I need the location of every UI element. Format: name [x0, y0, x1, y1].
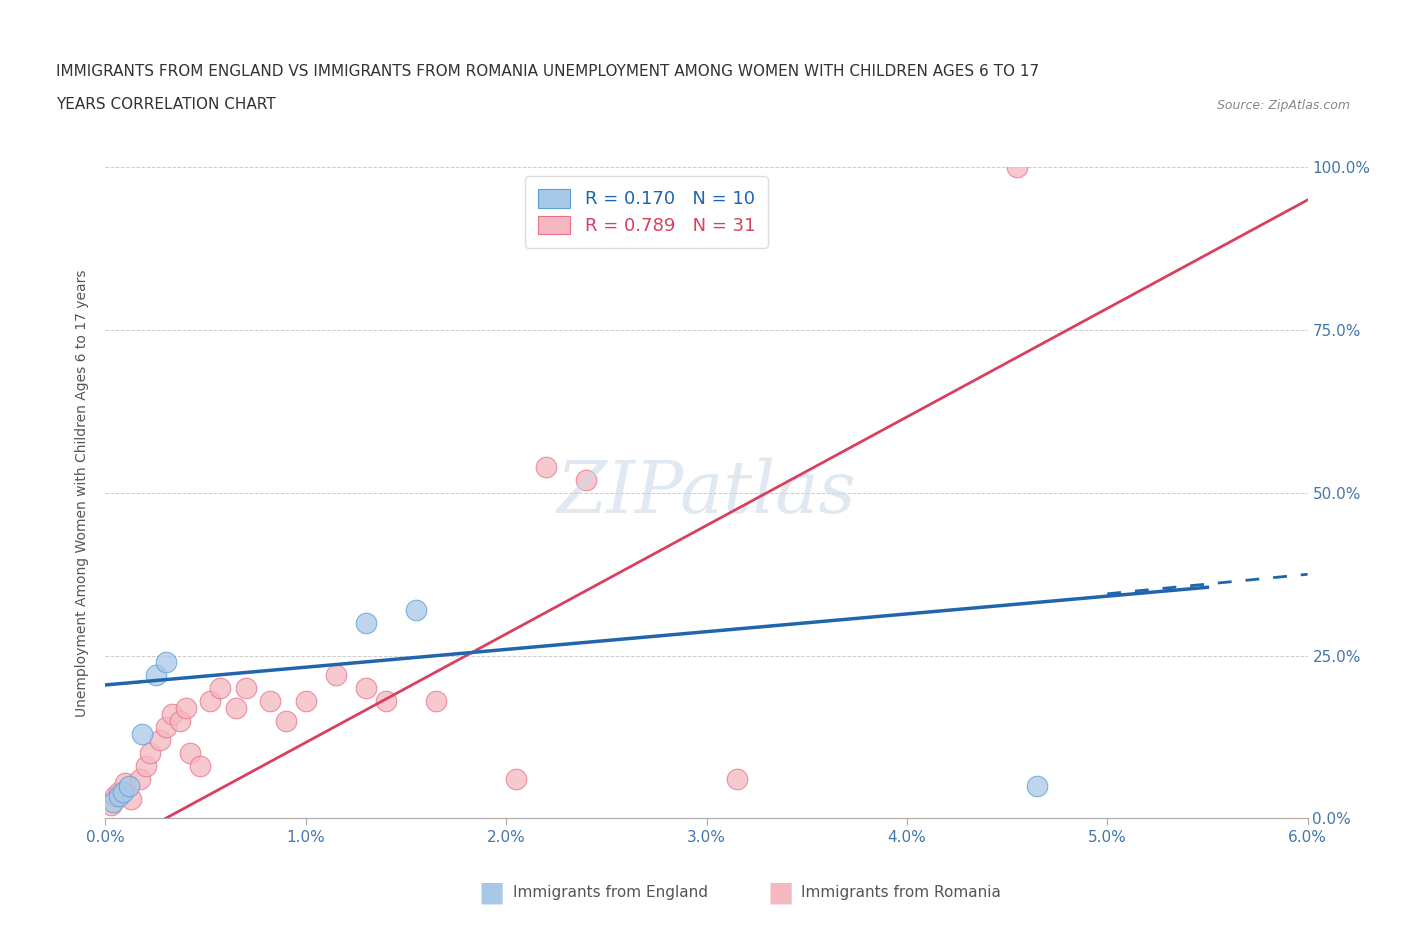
- Point: [174, 700, 197, 715]
- Point: [208, 681, 231, 696]
- Point: [135, 759, 157, 774]
- Text: YEARS CORRELATION CHART: YEARS CORRELATION CHART: [56, 97, 276, 112]
- Point: [148, 733, 170, 748]
- Text: Source: ZipAtlas.com: Source: ZipAtlas.com: [1216, 99, 1350, 112]
- Y-axis label: Unemployment Among Women with Children Ages 6 to 17 years: Unemployment Among Women with Children A…: [76, 269, 90, 717]
- Point: [179, 746, 201, 761]
- Point: [274, 713, 297, 728]
- Point: [259, 694, 281, 709]
- Point: [112, 785, 135, 800]
- Point: [294, 694, 316, 709]
- Point: [505, 772, 527, 787]
- Point: [121, 791, 143, 806]
- Point: [1005, 160, 1028, 175]
- Point: [155, 655, 177, 670]
- Point: [354, 681, 377, 696]
- Text: ■: ■: [479, 879, 505, 907]
- Point: [235, 681, 257, 696]
- Point: [160, 707, 183, 722]
- Point: [405, 603, 427, 618]
- Point: [145, 668, 167, 683]
- Point: [104, 789, 127, 804]
- Point: [534, 459, 557, 474]
- Text: ZIPatlas: ZIPatlas: [557, 458, 856, 528]
- Point: [108, 785, 131, 800]
- Point: [374, 694, 396, 709]
- Point: [325, 668, 347, 683]
- Point: [188, 759, 211, 774]
- Point: [354, 616, 377, 631]
- Point: [138, 746, 160, 761]
- Point: [108, 789, 131, 804]
- Point: [198, 694, 221, 709]
- Legend: R = 0.170   N = 10, R = 0.789   N = 31: R = 0.170 N = 10, R = 0.789 N = 31: [524, 177, 768, 247]
- Point: [103, 794, 125, 809]
- Point: [425, 694, 447, 709]
- Point: [118, 778, 141, 793]
- Point: [155, 720, 177, 735]
- Point: [114, 776, 136, 790]
- Point: [131, 726, 153, 741]
- Text: Immigrants from England: Immigrants from England: [513, 885, 709, 900]
- Point: [225, 700, 247, 715]
- Point: [128, 772, 150, 787]
- Text: IMMIGRANTS FROM ENGLAND VS IMMIGRANTS FROM ROMANIA UNEMPLOYMENT AMONG WOMEN WITH: IMMIGRANTS FROM ENGLAND VS IMMIGRANTS FR…: [56, 64, 1039, 79]
- Point: [725, 772, 748, 787]
- Point: [575, 472, 598, 487]
- Text: Immigrants from Romania: Immigrants from Romania: [801, 885, 1001, 900]
- Point: [1026, 778, 1049, 793]
- Text: ■: ■: [768, 879, 793, 907]
- Point: [100, 798, 122, 813]
- Point: [169, 713, 191, 728]
